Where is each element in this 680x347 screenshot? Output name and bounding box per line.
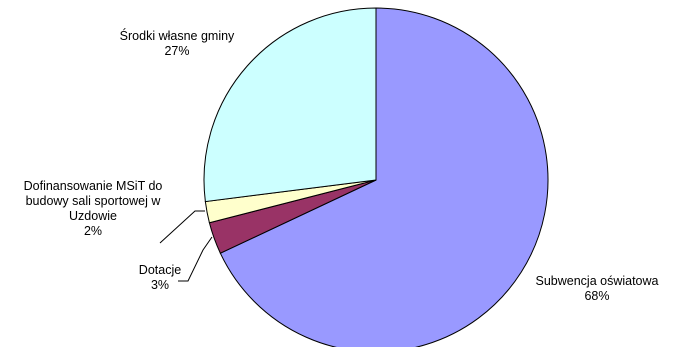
label-dotacje: Dotacje 3%	[120, 263, 200, 293]
pie-slices	[203, 7, 549, 347]
label-dofinansowanie: Dofinansowanie MSiT do budowy sali sport…	[0, 179, 186, 239]
label-dofinansowanie-line3: Uzdowie	[69, 209, 117, 223]
label-dotacje-name: Dotacje	[138, 263, 182, 277]
label-subwencja: Subwencja oświatowa 68%	[512, 274, 680, 304]
label-dofinansowanie-line1: Dofinansowanie MSiT do	[23, 179, 163, 193]
leader-line-dotacje	[178, 236, 213, 282]
slice-subwencja	[219, 7, 549, 347]
leader-line-dofinansowanie	[159, 210, 205, 244]
label-srodki-pct: 27%	[164, 44, 190, 58]
label-dofinansowanie-line2: budowy sali sportowej w	[25, 194, 161, 208]
slice-srodki	[203, 7, 377, 203]
label-dotacje-pct: 3%	[150, 278, 170, 292]
label-subwencja-name: Subwencja oświatowa	[535, 274, 659, 288]
label-subwencja-pct: 68%	[584, 289, 610, 303]
label-dofinansowanie-pct: 2%	[83, 224, 103, 238]
label-srodki: Środki własne gminy 27%	[92, 29, 262, 59]
label-srodki-name: Środki własne gminy	[119, 29, 235, 43]
leader-lines	[159, 210, 213, 282]
